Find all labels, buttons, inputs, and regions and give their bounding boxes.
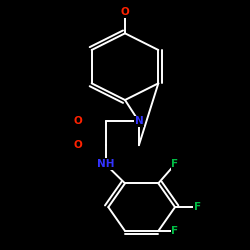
Text: F: F: [172, 159, 178, 169]
Text: F: F: [194, 202, 201, 212]
Text: O: O: [121, 7, 130, 17]
Text: N: N: [134, 116, 143, 126]
Text: F: F: [172, 226, 178, 236]
Text: O: O: [74, 140, 82, 150]
Text: NH: NH: [97, 159, 114, 169]
Text: O: O: [74, 116, 82, 126]
